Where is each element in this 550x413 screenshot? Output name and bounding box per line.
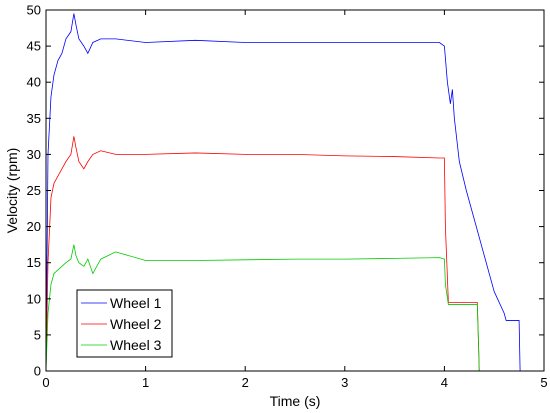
x-tick-label: 1: [142, 375, 149, 390]
x-tick-label: 0: [42, 375, 49, 390]
y-axis-label: Velocity (rpm): [4, 148, 20, 234]
y-tick-label: 40: [27, 75, 41, 90]
legend-label: Wheel 1: [110, 295, 162, 311]
x-tick-label: 5: [540, 375, 547, 390]
series-line-wheel-3: [45, 244, 480, 372]
y-tick-label: 45: [27, 39, 41, 54]
x-tick-label: 4: [441, 375, 448, 390]
y-tick-label: 25: [27, 183, 41, 198]
y-tick-label: 35: [27, 111, 41, 126]
legend-label: Wheel 2: [110, 316, 162, 332]
series-layer: [45, 13, 521, 372]
legend: Wheel 1 Wheel 2 Wheel 3: [76, 289, 173, 358]
y-tick-label: 0: [34, 364, 41, 379]
y-tick-label: 5: [34, 327, 41, 342]
legend-box: [76, 289, 173, 358]
y-tick-label: 30: [27, 147, 41, 162]
y-tick-label: 20: [27, 219, 41, 234]
y-tick-label: 50: [27, 3, 41, 18]
x-tick-label: 3: [341, 375, 348, 390]
series-line-wheel-1: [45, 13, 521, 372]
x-tick-label: 2: [242, 375, 249, 390]
y-tick-label: 15: [27, 255, 41, 270]
series-line-wheel-2: [45, 136, 480, 372]
legend-label: Wheel 3: [110, 337, 162, 353]
y-tick-label: 10: [27, 291, 41, 306]
x-axis-label: Time (s): [270, 393, 321, 409]
